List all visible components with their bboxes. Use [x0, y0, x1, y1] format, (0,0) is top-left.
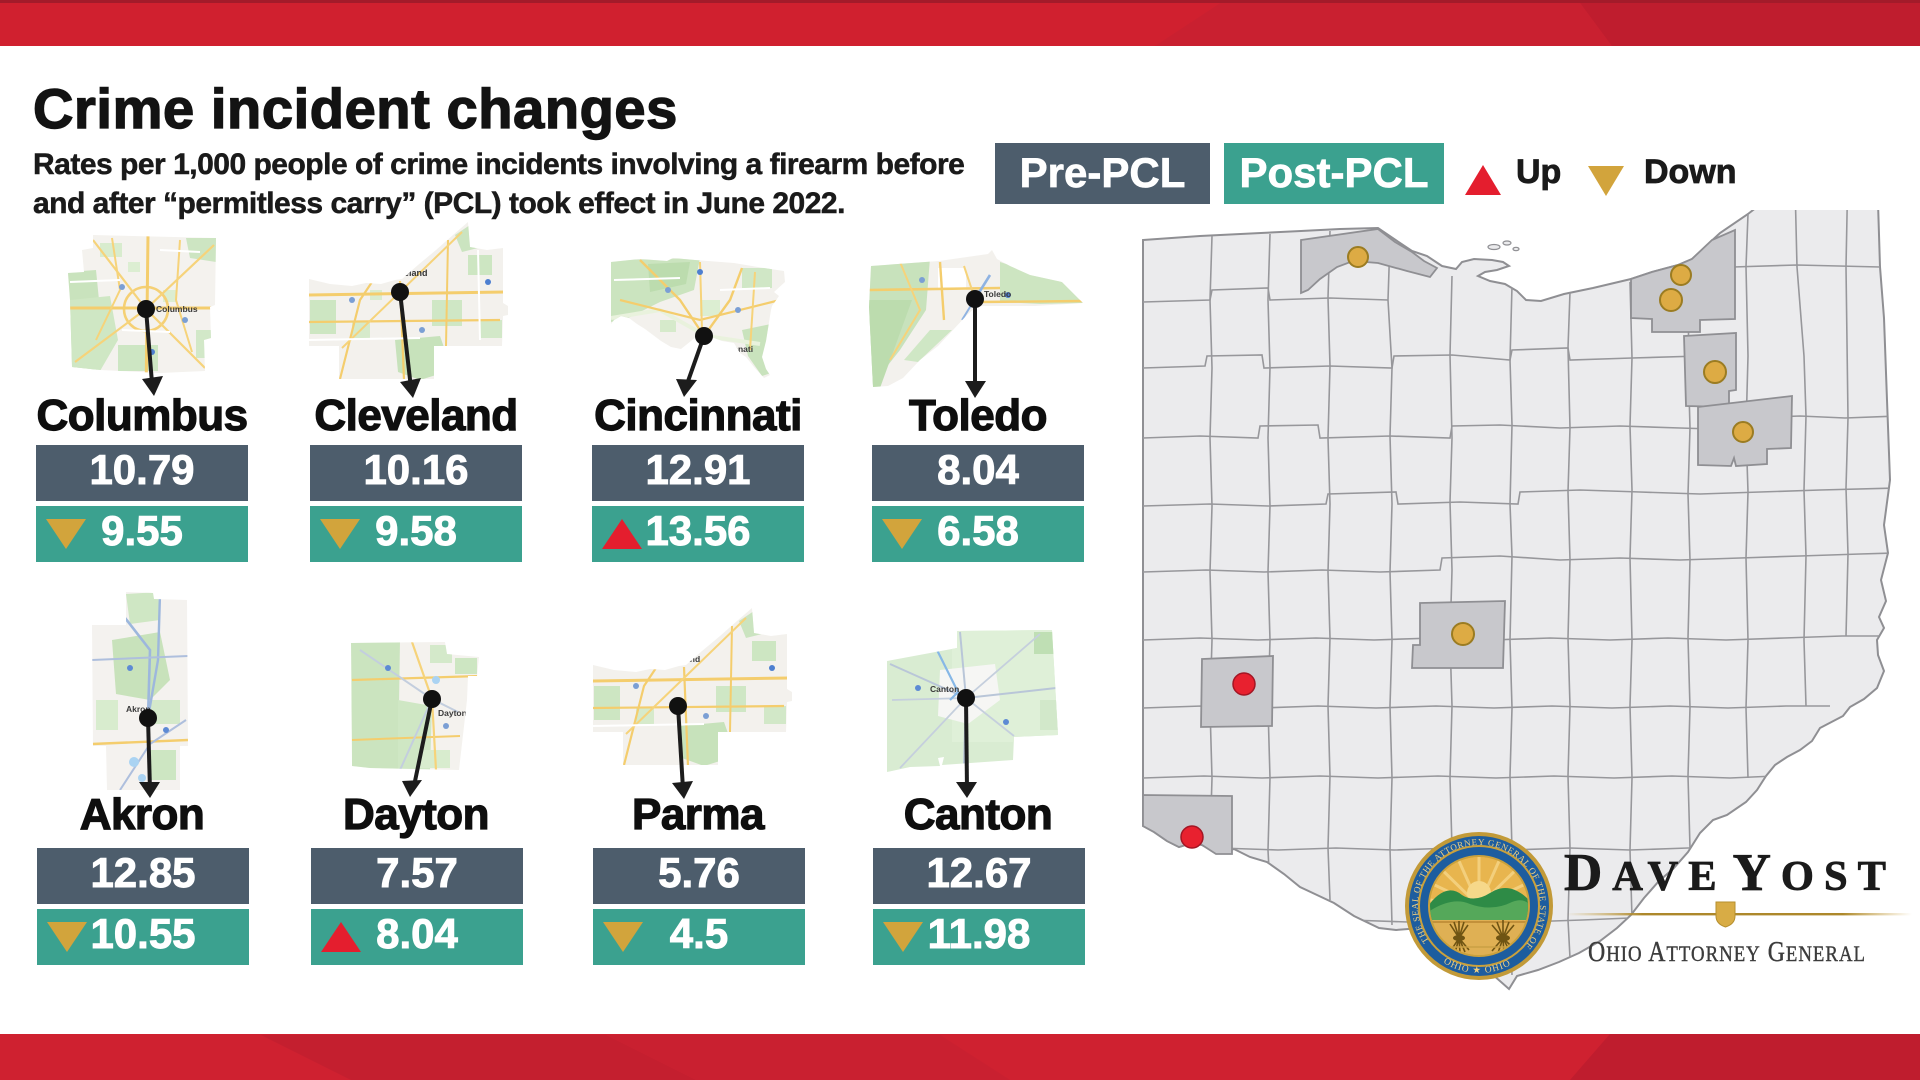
svg-text:Toledo: Toledo: [984, 289, 1011, 299]
svg-text:Dayton: Dayton: [438, 708, 467, 718]
svg-text:Cleveland: Cleveland: [660, 654, 700, 664]
svg-text:Cleveland: Cleveland: [385, 268, 428, 278]
svg-text:Canton: Canton: [930, 684, 959, 694]
svg-text:Akron: Akron: [126, 704, 151, 714]
svg-text:Columbus: Columbus: [156, 304, 198, 314]
svg-text:Cincinnati: Cincinnati: [712, 344, 753, 354]
svg-text:OHIO ATTORNEY GENERAL: OHIO ATTORNEY GENERAL: [1588, 937, 1866, 968]
